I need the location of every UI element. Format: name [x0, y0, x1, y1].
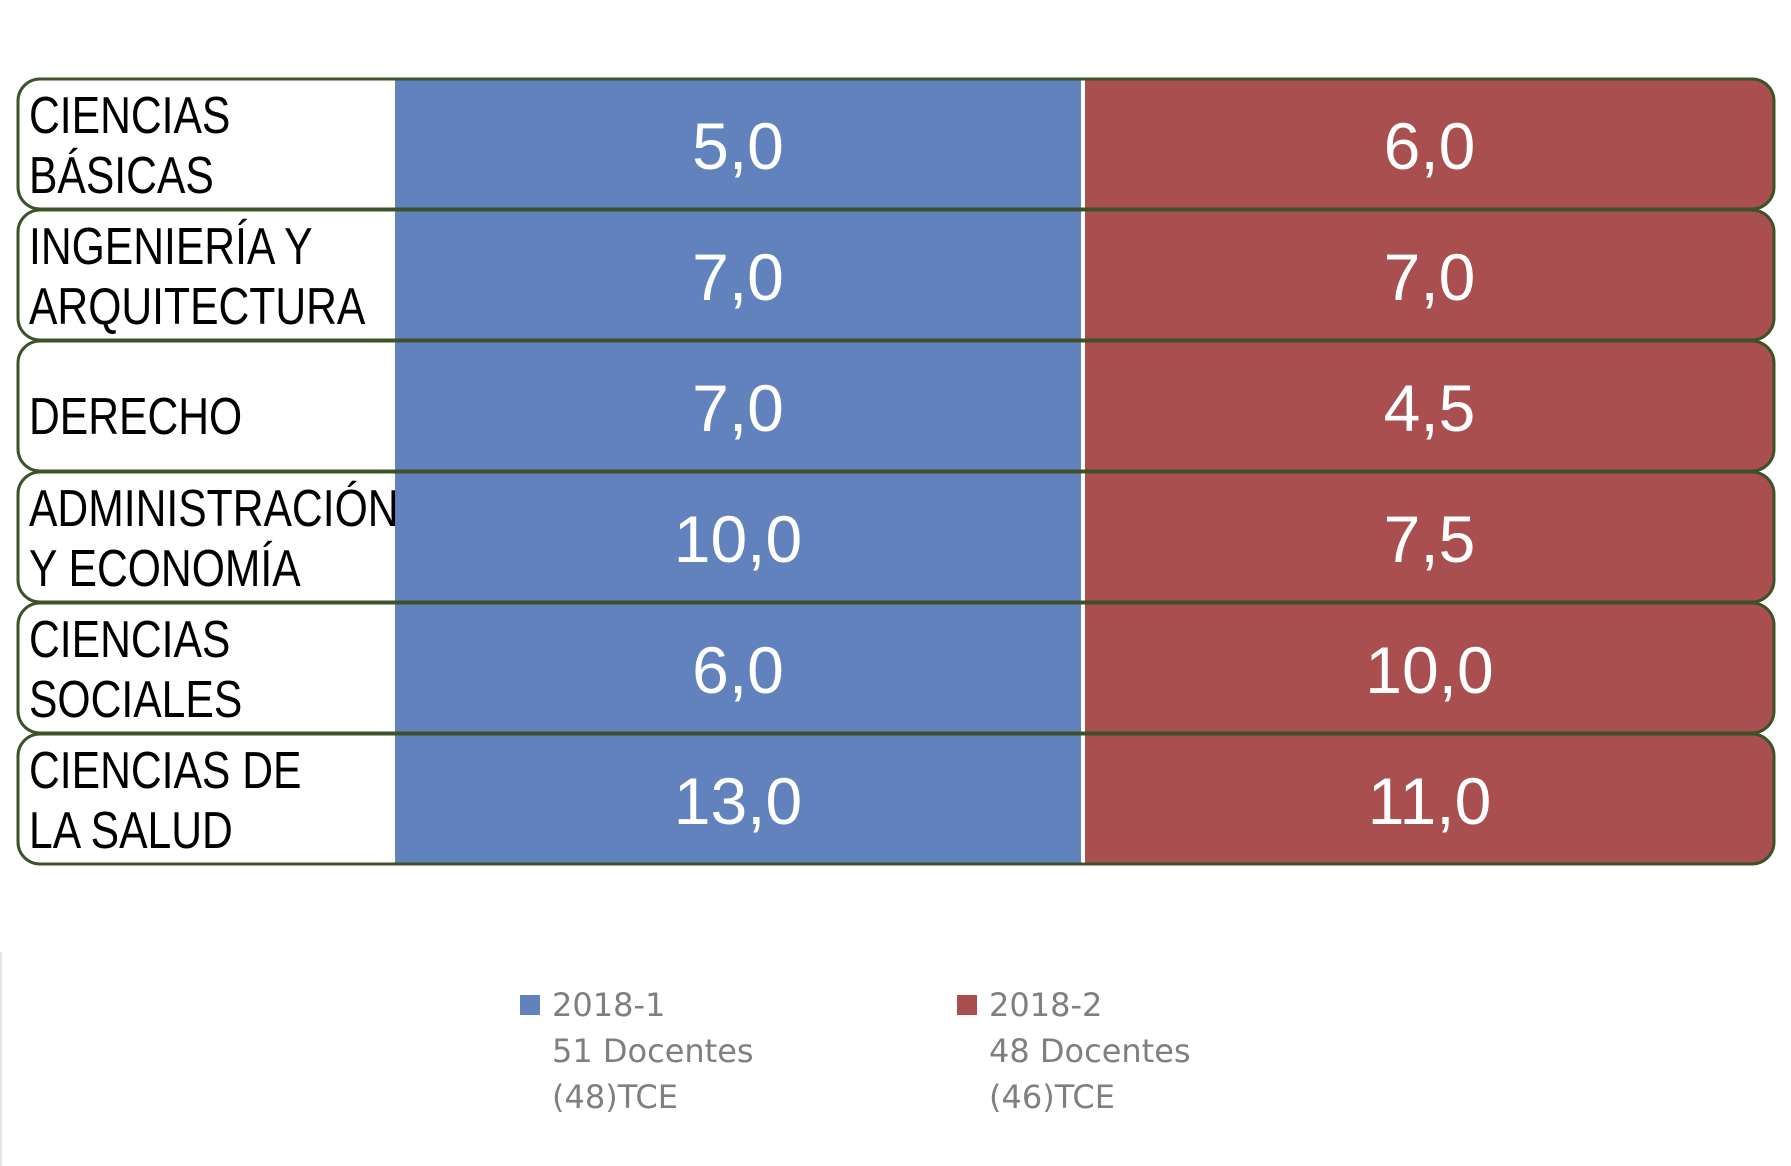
category-label: Y ECONOMÍA	[29, 540, 301, 598]
category-label: ADMINISTRACIÓN	[29, 479, 399, 538]
legend-swatch-2018-1	[520, 995, 540, 1015]
row-derecho: DERECHO 7,0 4,5	[16, 339, 1776, 473]
value-label-2018-1: 10,0	[674, 502, 802, 576]
legend-tce-2018-1: (48)TCE	[552, 1078, 678, 1116]
category-label: CIENCIAS	[29, 611, 230, 669]
cell-2018-2-derecho	[1085, 341, 1774, 471]
value-label-2018-2: 4,5	[1384, 371, 1476, 445]
value-label-2018-1: 7,0	[692, 371, 784, 445]
legend-label-2018-1: 2018-1	[552, 986, 666, 1024]
category-label: CIENCIAS	[29, 87, 230, 145]
category-label: INGENIERÍA Y	[29, 218, 313, 276]
cell-2018-2-ingenieria-y-arquitectura	[1085, 210, 1774, 340]
category-label: CIENCIAS DE	[29, 742, 301, 800]
value-label-2018-2: 10,0	[1365, 633, 1493, 707]
left-rule	[0, 952, 2, 1166]
cell-2018-2-ciencias-sociales	[1085, 603, 1774, 733]
cell-2018-1-ciencias-sociales	[395, 603, 1081, 733]
cell-2018-2-administracion-y-economia	[1085, 472, 1774, 602]
cell-2018-1-ingenieria-y-arquitectura	[395, 210, 1081, 340]
legend-docentes-2018-2: 48 Docentes	[989, 1032, 1191, 1070]
value-label-2018-1: 5,0	[692, 109, 784, 183]
category-label: ARQUITECTURA	[29, 278, 366, 336]
cell-2018-1-derecho	[395, 341, 1081, 471]
cell-2018-1-ciencias-de-la-salud	[395, 734, 1081, 864]
category-label: LA SALUD	[29, 802, 233, 860]
value-label-2018-2: 7,0	[1384, 240, 1476, 314]
legend-label-2018-2: 2018-2	[989, 986, 1103, 1024]
value-label-2018-2: 7,5	[1384, 502, 1476, 576]
category-label: SOCIALES	[29, 671, 242, 729]
value-label-2018-1: 7,0	[692, 240, 784, 314]
cell-2018-1-ciencias-basicas	[395, 79, 1081, 209]
category-label: BÁSICAS	[29, 147, 214, 205]
legend-item-2018-1: 2018-1 51 Docentes (48)TCE	[520, 982, 754, 1120]
cell-2018-2-ciencias-basicas	[1085, 79, 1774, 209]
category-label: DERECHO	[29, 388, 242, 446]
value-label-2018-2: 6,0	[1384, 109, 1476, 183]
legend-tce-2018-2: (46)TCE	[989, 1078, 1115, 1116]
value-label-2018-1: 6,0	[692, 633, 784, 707]
value-label-2018-2: 11,0	[1368, 764, 1492, 838]
legend-docentes-2018-1: 51 Docentes	[552, 1032, 754, 1070]
legend-swatch-2018-2	[957, 995, 977, 1015]
row-border	[16, 732, 1776, 866]
legend-item-2018-2: 2018-2 48 Docentes (46)TCE	[957, 982, 1191, 1120]
cell-2018-2-ciencias-de-la-salud	[1085, 734, 1774, 864]
cell-2018-1-administracion-y-economia	[395, 472, 1081, 602]
value-label-2018-1: 13,0	[674, 764, 802, 838]
